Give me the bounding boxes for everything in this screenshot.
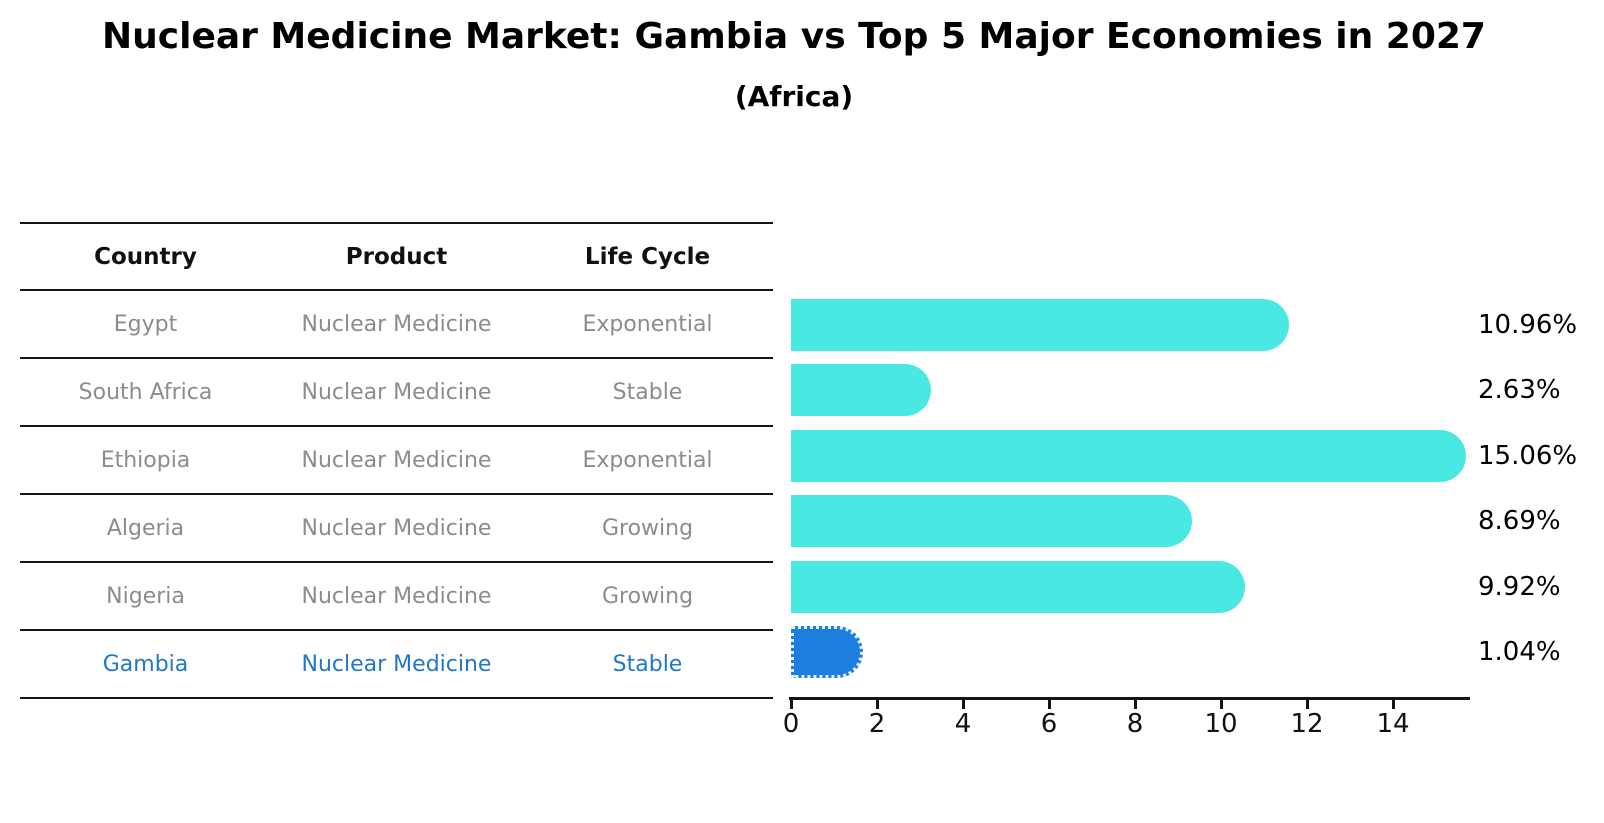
x-tick-label-12: 12	[1290, 709, 1324, 739]
x-tick-label-0: 0	[782, 709, 800, 739]
table-cell-life-cycle: Growing	[601, 583, 694, 609]
bar-south-africa	[791, 364, 932, 416]
table-cell-product: Nuclear Medicine	[301, 583, 492, 609]
table-header-country: Country	[94, 243, 197, 270]
value-label-egypt: 10.96%	[1478, 310, 1578, 340]
table-cell-country: South Africa	[78, 379, 213, 405]
country-table: Country Product Life Cycle Egypt Nuclear …	[20, 222, 773, 699]
x-tick-label-14: 14	[1376, 709, 1410, 739]
table-header-product: Product	[345, 243, 448, 270]
x-axis-line	[789, 697, 1470, 700]
chart-title: Nuclear Medicine Market: Gambia vs Top 5…	[102, 16, 1486, 57]
x-tick-mark-6	[1048, 700, 1051, 709]
table-cell-country: Ethiopia	[100, 447, 191, 473]
value-label-south-africa: 2.63%	[1478, 375, 1561, 405]
x-tick-mark-2	[876, 700, 879, 709]
x-tick-label-10: 10	[1204, 709, 1238, 739]
table-cell-country: Algeria	[106, 515, 185, 541]
table-cell-product: Nuclear Medicine	[301, 447, 492, 473]
table-cell-country: Nigeria	[106, 583, 185, 609]
table-cell-country: Gambia	[102, 651, 189, 677]
value-label-nigeria: 9.92%	[1478, 572, 1561, 602]
x-tick-mark-0	[790, 700, 793, 709]
x-tick-label-6: 6	[1040, 709, 1058, 739]
table-cell-product: Nuclear Medicine	[301, 311, 492, 337]
table-cell-product: Nuclear Medicine	[301, 379, 492, 405]
table-row-algeria: Algeria Nuclear Medicine Growing	[20, 495, 773, 563]
chart-subtitle: (Africa)	[734, 80, 854, 113]
table-row-gambia: Gambia Nuclear Medicine Stable	[20, 631, 773, 699]
table-row-south-africa: South Africa Nuclear Medicine Stable	[20, 359, 773, 427]
x-tick-mark-4	[962, 700, 965, 709]
table-cell-life-cycle: Stable	[612, 379, 683, 405]
table-row-ethiopia: Ethiopia Nuclear Medicine Exponential	[20, 427, 773, 495]
value-label-algeria: 8.69%	[1478, 506, 1561, 536]
bar-nigeria	[791, 561, 1245, 613]
x-tick-mark-10	[1220, 700, 1223, 709]
bar-egypt	[791, 299, 1290, 351]
table-cell-product: Nuclear Medicine	[301, 651, 492, 677]
bar-algeria	[791, 495, 1192, 547]
x-tick-mark-12	[1306, 700, 1309, 709]
table-cell-life-cycle: Exponential	[582, 311, 713, 337]
x-tick-label-2: 2	[868, 709, 886, 739]
table-header-row: Country Product Life Cycle	[20, 224, 773, 291]
table-cell-product: Nuclear Medicine	[301, 515, 492, 541]
table-cell-life-cycle: Exponential	[582, 447, 713, 473]
x-tick-label-4: 4	[954, 709, 972, 739]
value-label-ethiopia: 15.06%	[1478, 441, 1578, 471]
table-row-nigeria: Nigeria Nuclear Medicine Growing	[20, 563, 773, 631]
table-body: Egypt Nuclear Medicine Exponential South Af…	[20, 291, 773, 699]
value-label-gambia: 1.04%	[1478, 637, 1561, 667]
bar-ethiopia	[791, 430, 1466, 482]
table-row-egypt: Egypt Nuclear Medicine Exponential	[20, 291, 773, 359]
x-tick-mark-14	[1392, 700, 1395, 709]
x-tick-label-8: 8	[1126, 709, 1144, 739]
table-cell-life-cycle: Growing	[601, 515, 694, 541]
bar-gambia	[791, 626, 863, 678]
table-cell-life-cycle: Stable	[612, 651, 683, 677]
table-header-life-cycle: Life Cycle	[584, 243, 711, 270]
table-cell-country: Egypt	[113, 311, 178, 337]
x-tick-mark-8	[1134, 700, 1137, 709]
